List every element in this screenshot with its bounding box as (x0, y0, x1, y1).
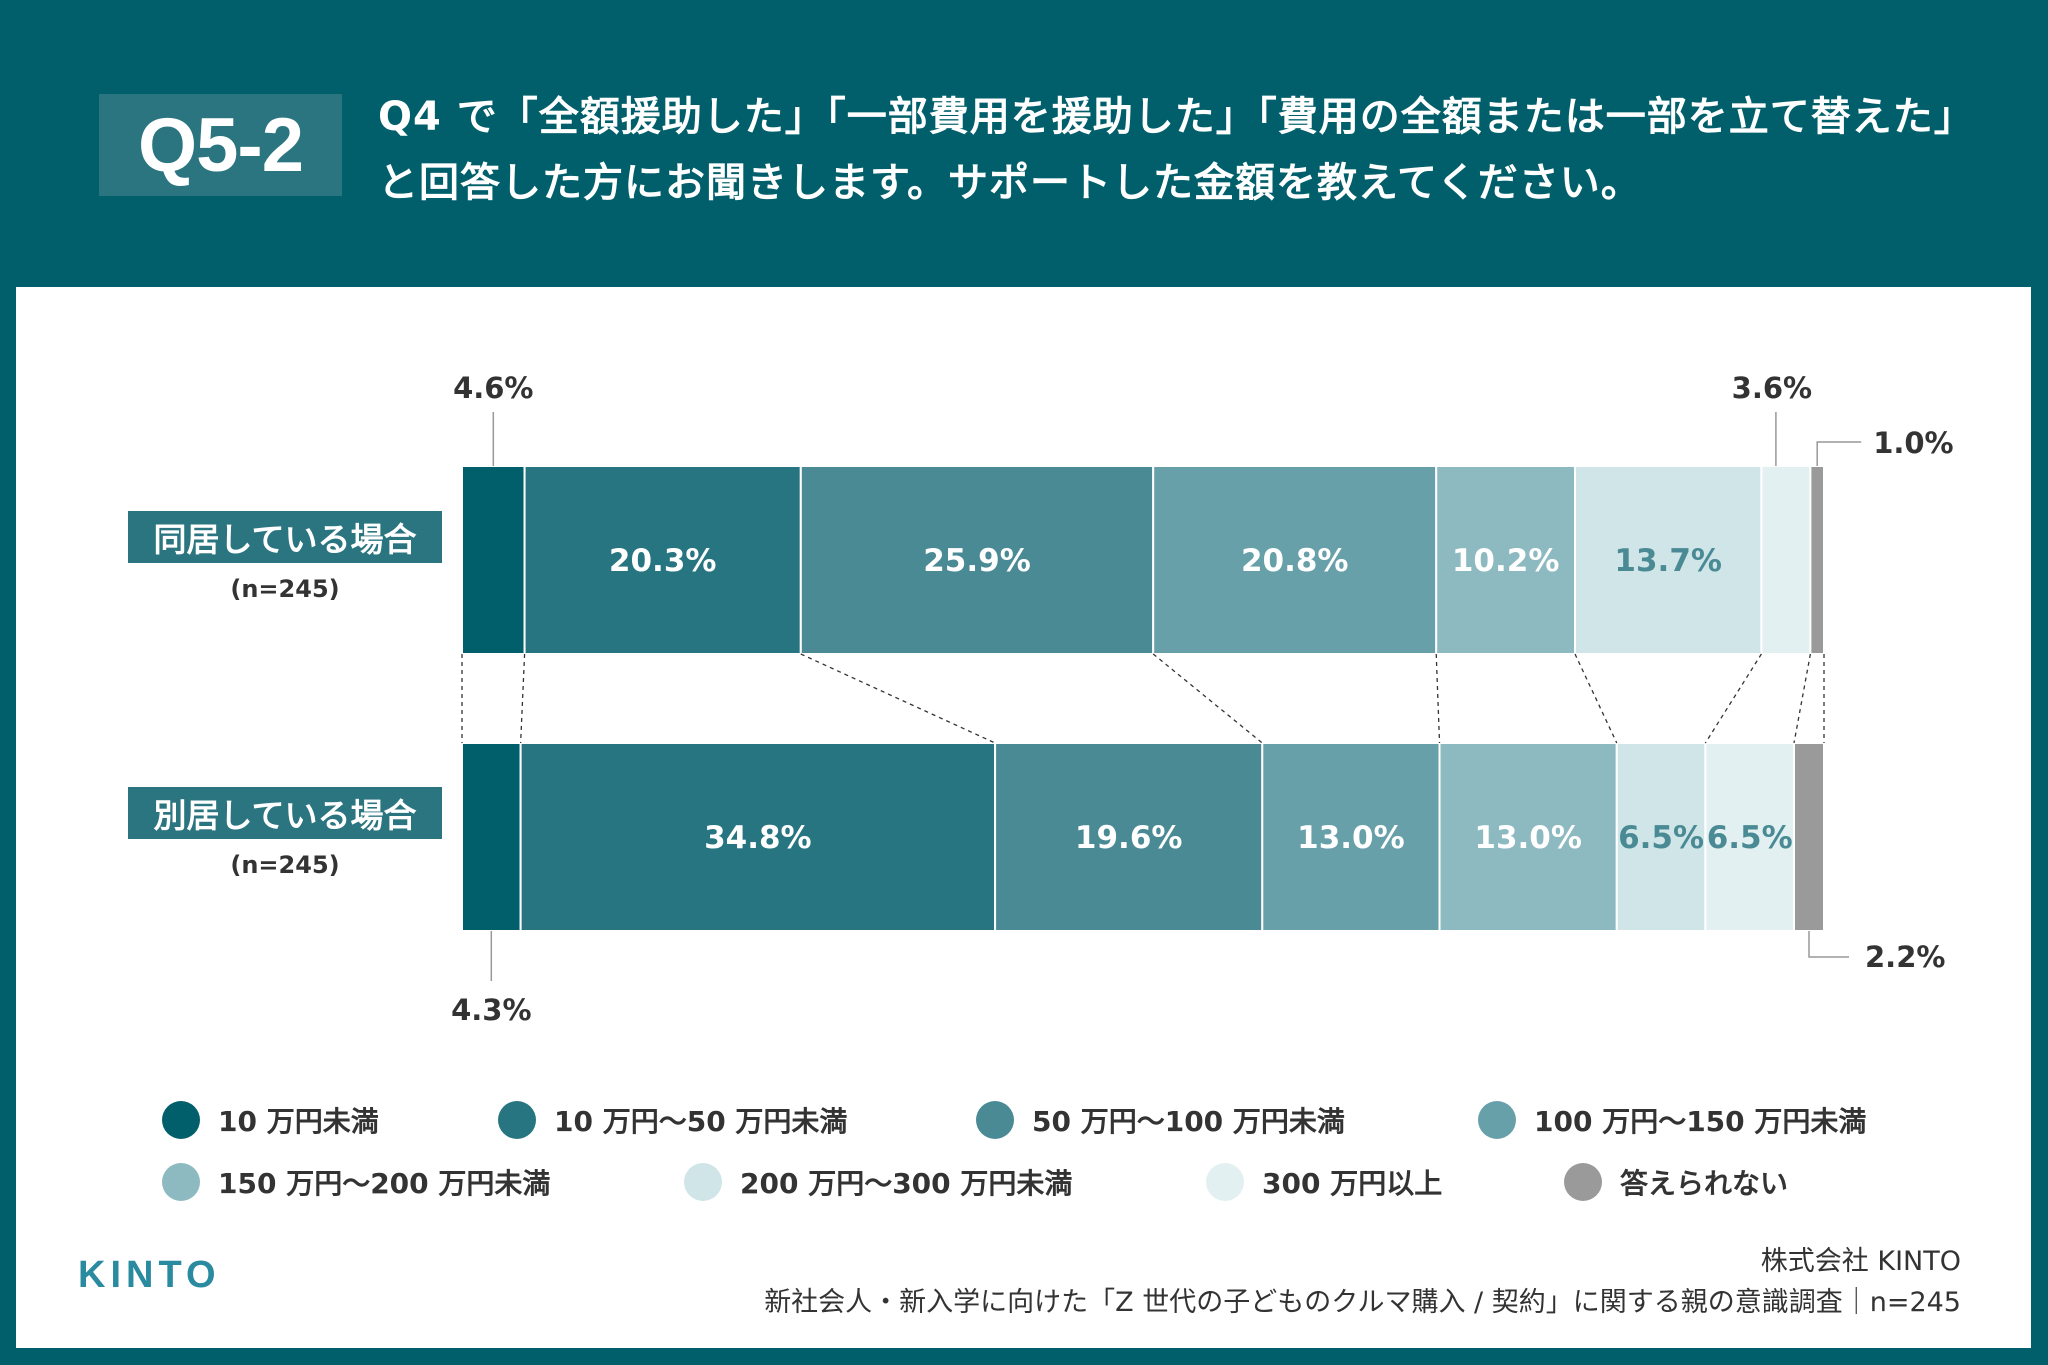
legend-label: 10 万円未満 (218, 1105, 379, 1138)
legend-item: 10 万円未満 (162, 1100, 379, 1140)
category-label-1: 別居している場合 (128, 787, 442, 839)
question-title: Q4 で「全額援助した」「一部費用を援助した」「費用の全額または一部を立て替えた… (378, 94, 1975, 206)
bar-segment (1435, 465, 1577, 655)
connector-line (1152, 653, 1263, 744)
legend-swatch (162, 1163, 200, 1201)
legend-swatch (162, 1101, 200, 1139)
connector-line (519, 653, 526, 744)
legend-swatch (684, 1163, 722, 1201)
legend-item: 150 万円〜200 万円未満 (162, 1162, 550, 1202)
bar-segment (994, 742, 1264, 932)
chart-panel: 20.3% 25.9% 20.8% 10.2% 13.7% 4.6% 3.6% 1.0% 34.… (16, 287, 2031, 1348)
legend-label: 100 万円〜150 万円未満 (1534, 1105, 1867, 1138)
bar-segment (1152, 465, 1438, 655)
legend-label: 10 万円〜50 万円未満 (554, 1105, 848, 1138)
bar-segment (1809, 465, 1825, 655)
company-name: 株式会社 KINTO (1760, 1246, 1961, 1277)
data-label: 20.3% (609, 543, 717, 579)
leader-line (1808, 931, 1850, 958)
data-label: 34.8% (704, 820, 812, 856)
legend-swatch (1564, 1163, 1602, 1201)
data-label: 4.3% (451, 993, 531, 1027)
data-label: 3.6% (1732, 371, 1812, 405)
connector-line (800, 653, 996, 744)
data-label: 6.5% (1618, 820, 1704, 856)
legend-label: 200 万円〜300 万円未満 (740, 1167, 1073, 1200)
data-label: 13.0% (1297, 820, 1405, 856)
data-label: 2.2% (1865, 940, 1945, 974)
bar-segment (461, 742, 522, 932)
data-label: 4.6% (453, 371, 533, 405)
legend-item: 200 万円〜300 万円未満 (684, 1162, 1072, 1202)
bar-segment (1261, 742, 1441, 932)
data-label: 13.7% (1614, 543, 1722, 579)
legend-item: 10 万円〜50 万円未満 (498, 1100, 847, 1140)
leader-line (1816, 441, 1862, 466)
bar-segment (1574, 465, 1763, 655)
bar-segment (799, 465, 1155, 655)
bar-segment (1704, 742, 1796, 932)
connector-line (1793, 653, 1812, 744)
legend-item: 100 万円〜150 万円未満 (1478, 1100, 1866, 1140)
legend-item: 50 万円〜100 万円未満 (976, 1100, 1345, 1140)
category-label-0: 同居している場合 (128, 511, 442, 563)
legend-swatch (498, 1101, 536, 1139)
data-label: 10.2% (1452, 543, 1560, 579)
bar-segment (1438, 742, 1618, 932)
data-label: 25.9% (923, 543, 1031, 579)
stacked-bar-chart: 20.3% 25.9% 20.8% 10.2% 13.7% 4.6% 3.6% 1.0% 34.… (451, 371, 1954, 1027)
connector-line (1704, 653, 1762, 744)
data-label: 20.8% (1241, 543, 1349, 579)
legend-swatch (1206, 1163, 1244, 1201)
data-label: 6.5% (1707, 820, 1793, 856)
sample-size-0: (n=245) (230, 575, 340, 603)
bar-segment (523, 465, 802, 655)
legend-item: 答えられない (1564, 1162, 1788, 1202)
sample-size-1: (n=245) (230, 851, 340, 879)
connector-line (1435, 653, 1441, 744)
legend-item: 300 万円以上 (1206, 1162, 1442, 1202)
bar-segment (1615, 742, 1707, 932)
legend-swatch (1478, 1101, 1516, 1139)
data-label: 1.0% (1873, 426, 1953, 460)
connector-line (1574, 653, 1618, 744)
survey-source: 新社会人・新入学に向けた「Z 世代の子どものクルマ購入 / 契約」に関する親の意… (764, 1287, 1961, 1318)
legend-swatch (976, 1101, 1014, 1139)
data-label: 19.6% (1075, 820, 1183, 856)
kinto-logo: KINTO (78, 1254, 221, 1296)
legend-label: 50 万円〜100 万円未満 (1032, 1105, 1345, 1138)
bar-segment (1793, 742, 1825, 932)
legend-label: 150 万円〜200 万円未満 (218, 1167, 551, 1200)
legend-label: 300 万円以上 (1262, 1167, 1443, 1200)
bar-segment (461, 465, 526, 655)
data-label: 13.0% (1474, 820, 1582, 856)
legend-label: 答えられない (1620, 1167, 1789, 1200)
bar-segment (1760, 465, 1812, 655)
question-number: Q5-2 (99, 94, 342, 196)
